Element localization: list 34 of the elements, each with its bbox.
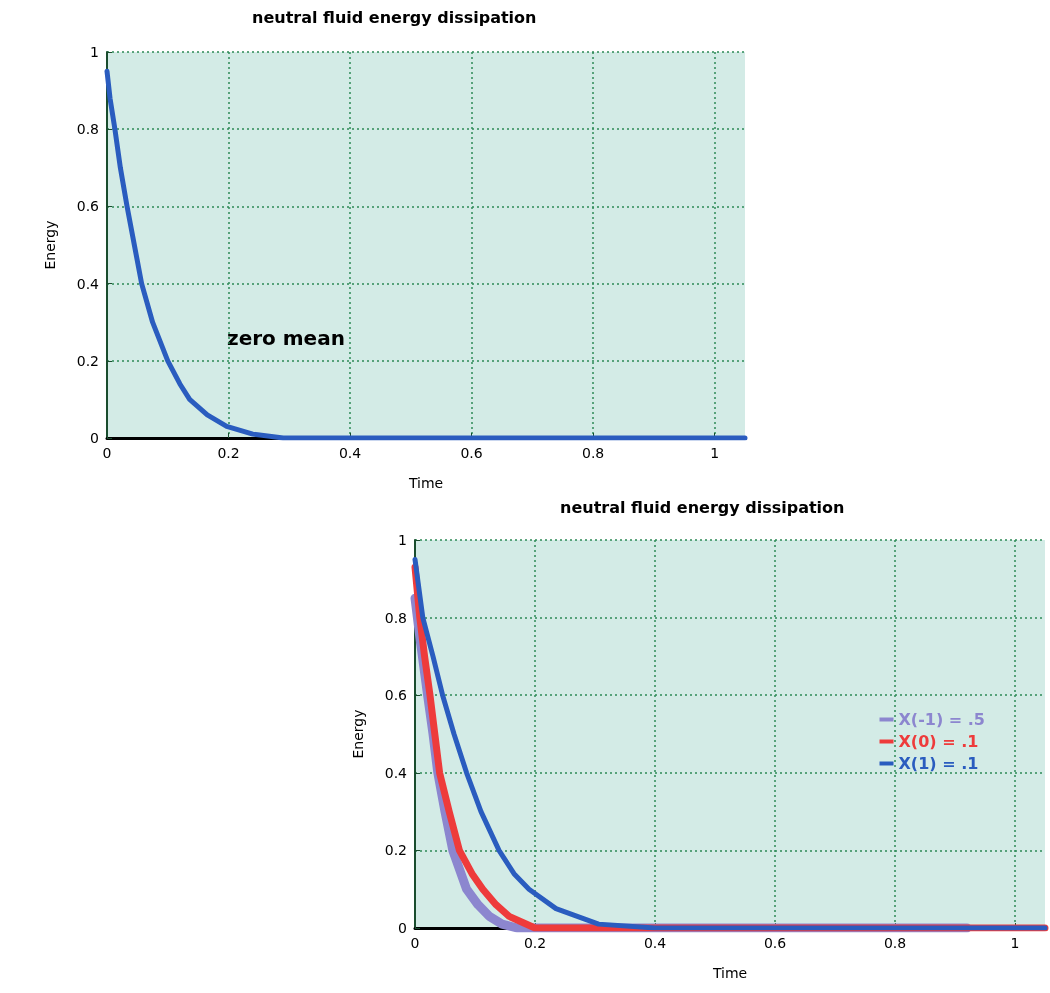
y-tick-label: 0.6 [384, 687, 408, 704]
legend-label: X(-1) = .5 [898, 710, 986, 729]
x-tick-label: 0 [410, 935, 420, 951]
y-tick-label: 1 [398, 532, 407, 548]
x-tick-label: 0.4 [643, 935, 667, 951]
x-tick-label: 0.6 [763, 935, 787, 951]
legend-label: X(0) = .1 [898, 732, 979, 751]
annotation: zero mean [227, 326, 345, 350]
chart-title: neutral fluid energy dissipation [560, 497, 845, 517]
x-tick-label: 0.2 [217, 445, 240, 461]
y-tick-label: 1 [90, 44, 99, 60]
x-tick-label: 0.2 [523, 935, 547, 951]
y-tick-label: 0.8 [76, 121, 99, 138]
y-axis-title: Energy [42, 220, 58, 270]
x-axis-title: Time [711, 965, 748, 981]
x-tick-label: 0 [102, 445, 112, 461]
y-tick-label: 0.4 [384, 764, 408, 781]
y-tick-label: 0.4 [76, 275, 100, 292]
x-tick-label: 0.6 [460, 445, 483, 461]
x-tick-label: 0.8 [581, 445, 605, 461]
x-tick-label: 1 [710, 445, 720, 461]
y-tick-label: 0.2 [76, 352, 99, 369]
y-tick-label: 0.2 [384, 842, 407, 859]
x-tick-label: 1 [1010, 935, 1020, 951]
y-tick-label: 0.6 [76, 198, 100, 215]
y-tick-label: 0 [398, 920, 407, 936]
y-tick-label: 0.8 [384, 609, 407, 626]
x-tick-label: 0.8 [883, 935, 907, 951]
x-axis-title: Time [407, 475, 444, 491]
y-axis-title: Energy [350, 709, 366, 759]
legend-label: X(1) = .1 [898, 754, 979, 773]
y-tick-label: 0 [90, 430, 99, 446]
chart-title: neutral fluid energy dissipation [252, 7, 537, 27]
x-tick-label: 0.4 [338, 445, 362, 461]
